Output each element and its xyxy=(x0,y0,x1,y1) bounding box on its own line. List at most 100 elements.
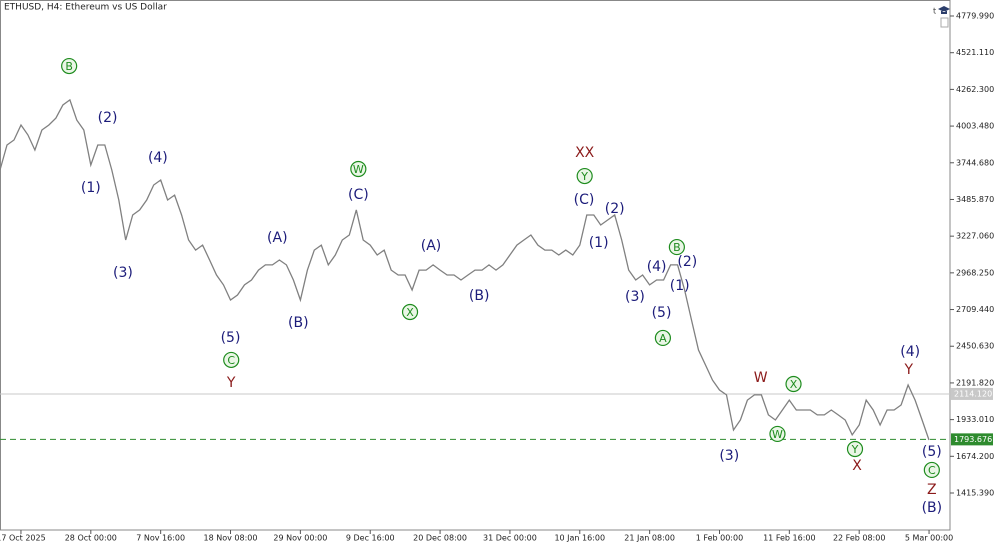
wave-label: (4) xyxy=(647,259,667,275)
price-level-label: 2114.120 xyxy=(954,389,992,398)
wave-text: W xyxy=(353,163,364,176)
x-tick-label: 21 Jan 08:00 xyxy=(624,534,675,543)
wave-label: Y xyxy=(846,440,864,458)
wave-text: (1) xyxy=(589,235,609,251)
wave-text: (4) xyxy=(900,344,920,360)
wave-label: (5) xyxy=(652,305,672,321)
wave-circle xyxy=(769,425,786,443)
wave-circle xyxy=(350,160,367,178)
one-click-icon[interactable]: t xyxy=(933,6,950,28)
wave-label: Y xyxy=(576,167,593,185)
x-tick-label: 11 Feb 16:00 xyxy=(763,534,815,543)
x-tick-label: 29 Nov 00:00 xyxy=(273,534,327,543)
wave-text: Z xyxy=(927,482,937,498)
wave-label: Z xyxy=(927,482,937,498)
wave-label: X xyxy=(401,303,419,321)
wave-label: (5) xyxy=(221,330,241,346)
price-level-label: 1793.676 xyxy=(954,435,992,444)
wave-label: (B) xyxy=(469,288,490,304)
wave-circle xyxy=(785,375,802,393)
y-tick-label: 4779.990 xyxy=(956,12,994,21)
price-line xyxy=(0,98,930,441)
wave-label: (A) xyxy=(267,230,288,246)
y-tick-label: 3227.060 xyxy=(956,232,994,241)
y-tick-label: 1415.390 xyxy=(956,488,994,497)
wave-label: (4) xyxy=(148,150,168,166)
wave-label: (1) xyxy=(589,235,609,251)
wave-circle xyxy=(668,238,685,256)
wave-label: XX xyxy=(575,145,595,161)
wave-label: Y xyxy=(226,375,236,391)
y-tick-label: 4262.300 xyxy=(956,85,994,94)
wave-label: W xyxy=(754,370,768,386)
wave-label: W xyxy=(350,160,367,178)
wave-text: W xyxy=(754,370,768,386)
wave-text: (A) xyxy=(267,230,288,246)
wave-text: (5) xyxy=(652,305,672,321)
wave-label: (2) xyxy=(605,201,625,217)
wave-label: X xyxy=(852,458,862,474)
wave-text: (C) xyxy=(348,187,369,203)
x-tick-label: 9 Dec 16:00 xyxy=(346,534,395,543)
wave-label: (3) xyxy=(719,448,739,464)
wave-label: (2) xyxy=(98,110,118,126)
wave-label: C xyxy=(223,351,240,369)
y-tick-label: 1674.200 xyxy=(956,452,994,461)
x-tick-label: 7 Nov 16:00 xyxy=(136,534,185,543)
wave-text: (B) xyxy=(469,288,490,304)
y-tick-label: 2709.440 xyxy=(956,305,994,314)
wave-text: (3) xyxy=(113,265,133,281)
x-tick-label: 5 Mar 00:00 xyxy=(905,534,953,543)
wave-text: (4) xyxy=(647,259,667,275)
y-tick-label: 2450.630 xyxy=(956,342,994,351)
wave-text: X xyxy=(406,306,414,319)
wave-label: W xyxy=(769,425,786,443)
x-tick-label: 1 Feb 00:00 xyxy=(696,534,743,543)
wave-label: C xyxy=(923,461,940,479)
wave-label: (5) xyxy=(922,444,942,460)
y-tick-label: 2191.820 xyxy=(956,378,994,387)
wave-label: (A) xyxy=(421,238,442,254)
wave-circle xyxy=(846,440,864,458)
wave-label: (4) xyxy=(900,344,920,360)
wave-circle xyxy=(923,461,940,479)
y-tick-label: 3744.680 xyxy=(956,158,994,167)
wave-text: (B) xyxy=(922,500,943,516)
price-level-tag xyxy=(951,433,993,446)
wave-text: A xyxy=(659,332,667,345)
x-tick-label: 20 Dec 08:00 xyxy=(413,534,467,543)
wave-label: (2) xyxy=(677,254,697,270)
x-tick-label: 10 Jan 16:00 xyxy=(554,534,605,543)
x-tick-label: 18 Nov 08:00 xyxy=(204,534,258,543)
y-tick-label: 3485.870 xyxy=(956,195,994,204)
wave-text: (1) xyxy=(670,278,690,294)
chart-title: ETHUSD, H4: Ethereum vs US Dollar xyxy=(4,3,167,13)
wave-label: X xyxy=(785,375,802,393)
y-tick-label: 4003.480 xyxy=(956,122,994,131)
x-tick-label: 17 Oct 2025 xyxy=(0,534,46,543)
wave-circle xyxy=(576,167,593,185)
wave-circle xyxy=(654,329,672,347)
wave-label: Y xyxy=(904,362,914,378)
wave-label: B xyxy=(668,238,685,256)
wave-text: (B) xyxy=(288,315,309,331)
wave-text: Y xyxy=(580,170,588,183)
wave-text: Y xyxy=(851,443,859,456)
wave-label: (1) xyxy=(670,278,690,294)
wave-text: (5) xyxy=(922,444,942,460)
x-tick-label: 31 Dec 00:00 xyxy=(483,534,537,543)
wave-text: (3) xyxy=(719,448,739,464)
svg-text:t: t xyxy=(933,7,936,16)
y-tick-label: 1933.010 xyxy=(956,415,994,424)
wave-circle xyxy=(401,303,419,321)
wave-text: B xyxy=(673,241,681,254)
wave-label: (3) xyxy=(625,289,645,305)
wave-label: A xyxy=(654,329,672,347)
wave-text: Y xyxy=(226,375,236,391)
plot-frame xyxy=(0,0,951,531)
wave-text: (C) xyxy=(574,192,595,208)
wave-text: (5) xyxy=(221,330,241,346)
wave-label: B xyxy=(61,57,78,75)
y-tick-label: 2968.250 xyxy=(956,268,994,277)
wave-text: (A) xyxy=(421,238,442,254)
